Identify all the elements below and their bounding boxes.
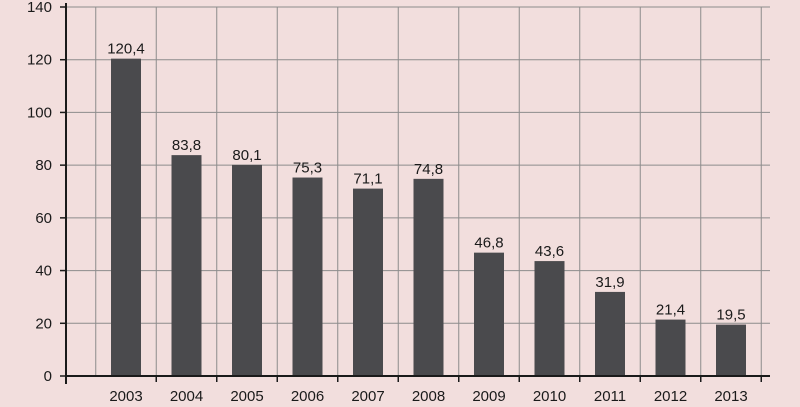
- x-tick-label: 2006: [291, 388, 324, 405]
- y-tick-label: 20: [35, 315, 52, 332]
- bar: [534, 261, 565, 376]
- data-label: 19,5: [716, 307, 745, 324]
- bar: [413, 178, 444, 376]
- x-tick-label: 2003: [109, 388, 142, 405]
- data-label: 74,8: [414, 161, 443, 178]
- x-tick-label: 2013: [714, 388, 747, 405]
- x-tick-label: 2004: [170, 388, 203, 405]
- data-label: 120,4: [107, 41, 145, 58]
- bars: [111, 58, 746, 376]
- labels: 0 20 40 60 80 100 120 140 120,4 2003 83,8 2004 80,1 2…: [27, 0, 748, 405]
- bar: [655, 319, 686, 376]
- x-tick-label: 2012: [654, 388, 687, 405]
- y-tick-label: 0: [44, 368, 52, 385]
- x-tick-label: 2007: [351, 388, 384, 405]
- bar: [111, 58, 141, 376]
- y-tick-label: 140: [27, 0, 52, 16]
- bar: [595, 291, 625, 376]
- x-tick-label: 2011: [594, 388, 626, 405]
- data-label: 43,6: [535, 243, 564, 260]
- axes: [60, 3, 770, 384]
- data-label: 80,1: [232, 147, 261, 164]
- y-tick-label: 60: [35, 210, 52, 227]
- bar: [171, 155, 202, 376]
- y-tick-label: 40: [35, 263, 52, 280]
- bar: [716, 324, 746, 376]
- data-label: 31,9: [595, 274, 624, 291]
- data-label: 46,8: [474, 235, 503, 252]
- bar: [292, 177, 323, 376]
- bar: [474, 252, 504, 376]
- data-label: 75,3: [293, 160, 322, 177]
- bar: [232, 164, 262, 376]
- y-tick-label: 120: [27, 52, 52, 69]
- data-label: 21,4: [656, 302, 685, 319]
- x-tick-label: 2008: [412, 388, 445, 405]
- y-tick-label: 100: [27, 104, 52, 121]
- data-label: 83,8: [172, 137, 201, 154]
- x-tick-label: 2005: [230, 388, 263, 405]
- y-tick-label: 80: [35, 157, 52, 174]
- bar: [353, 188, 383, 376]
- x-tick-label: 2010: [533, 388, 566, 405]
- x-tick-label: 2009: [472, 388, 505, 405]
- data-label: 71,1: [353, 171, 382, 188]
